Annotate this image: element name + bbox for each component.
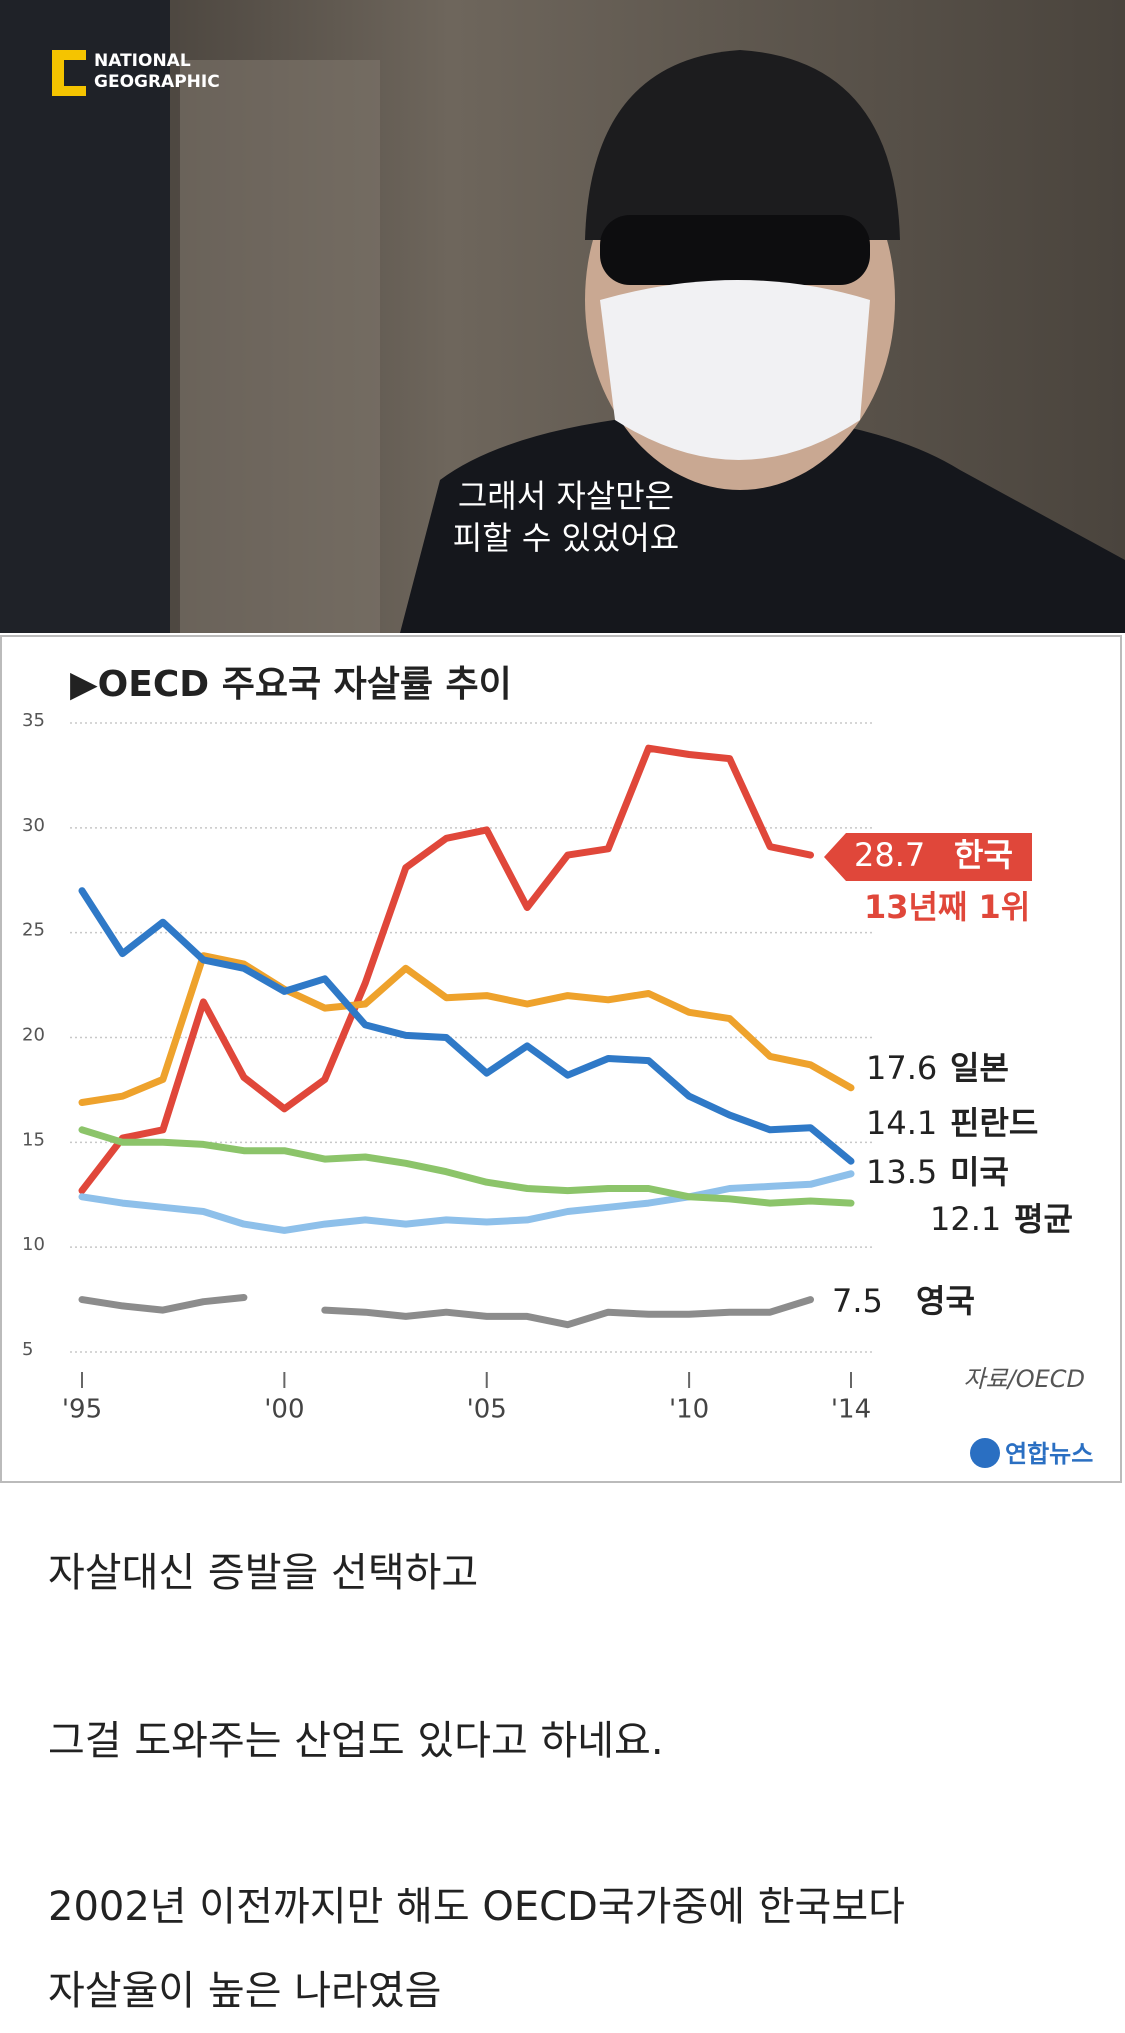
x-tick-label: '95 — [62, 1395, 102, 1425]
beanie — [585, 50, 900, 240]
y-tick-label: 5 — [22, 1339, 33, 1360]
chart: ▶OECD 주요국 자살률 추이 자료/OECD 연합뉴스 5 10 15 20 25 3… — [0, 635, 1122, 1483]
sunglasses — [600, 215, 870, 285]
post: 자살대신 증발을 선택하고 그걸 도와주는 산업도 있다고 하네요. 2002년… — [48, 1550, 905, 2014]
value-label: 28.7 — [854, 836, 925, 874]
series-line — [78, 1170, 855, 1234]
y-tick-label: 15 — [22, 1129, 45, 1150]
x-tick-label: '14 — [831, 1395, 871, 1425]
x-tick-label: '00 — [264, 1395, 304, 1425]
y-tick-label: 30 — [22, 815, 45, 836]
ng-logo-box — [52, 50, 64, 96]
ng-logo-box-bottom — [52, 86, 86, 96]
post-line: 그걸 도와주는 산업도 있다고 하네요. — [48, 1718, 664, 1764]
y-tick-label: 20 — [22, 1025, 45, 1046]
logo-text: NATIONAL — [94, 51, 191, 71]
mask — [600, 280, 870, 460]
subtitle: 그래서 자살만은 — [458, 477, 674, 515]
annotation: 13년째 1위 — [864, 888, 1030, 926]
series-line — [78, 887, 855, 1165]
post-line: 2002년 이전까지만 해도 OECD국가중에 한국보다 — [48, 1884, 905, 1930]
label-box — [824, 833, 1032, 881]
chart-logo: 연합뉴스 — [1005, 1440, 1093, 1468]
series-line — [78, 744, 814, 1195]
x-tick-label: '10 — [669, 1395, 709, 1425]
y-tick-label: 10 — [22, 1234, 45, 1255]
series-line — [78, 1294, 814, 1329]
logo-mark — [970, 1438, 1000, 1468]
value-label: 7.5 — [832, 1282, 883, 1320]
value-label: 14.1 — [866, 1104, 937, 1142]
ng-logo-box-top — [52, 50, 86, 60]
series-label: 미국 — [950, 1153, 1009, 1191]
coat — [400, 410, 1125, 633]
video-frame: NATIONAL GEOGRAPHIC 그래서 자살만은 피할 수 있었어요 — [0, 0, 1125, 633]
source: 자료/OECD — [963, 1365, 1085, 1393]
value-label: 17.6 — [866, 1049, 937, 1087]
series-line — [78, 1126, 855, 1207]
stone-post — [180, 60, 380, 633]
logo-text: GEOGRAPHIC — [94, 72, 220, 92]
series-label: 한국 — [954, 836, 1013, 874]
person-left — [0, 0, 170, 633]
value-label: 12.1 — [930, 1200, 1001, 1238]
post-line: 자살대신 증발을 선택하고 — [48, 1550, 478, 1596]
series-label: 일본 — [950, 1049, 1009, 1087]
series-line — [78, 952, 855, 1106]
chart-title: ▶OECD 주요국 자살률 추이 — [70, 664, 512, 705]
value-label: 13.5 — [866, 1153, 937, 1191]
series-label: 핀란드 — [950, 1104, 1038, 1142]
subtitle: 피할 수 있었어요 — [453, 519, 679, 557]
y-tick-label: 25 — [22, 920, 45, 941]
x-tick-label: '05 — [467, 1395, 507, 1425]
y-tick-label: 35 — [22, 710, 45, 731]
series-label: 영국 — [916, 1282, 975, 1320]
post-line: 자살율이 높은 나라였음 — [48, 1968, 441, 2014]
series-label: 평균 — [1014, 1200, 1073, 1238]
